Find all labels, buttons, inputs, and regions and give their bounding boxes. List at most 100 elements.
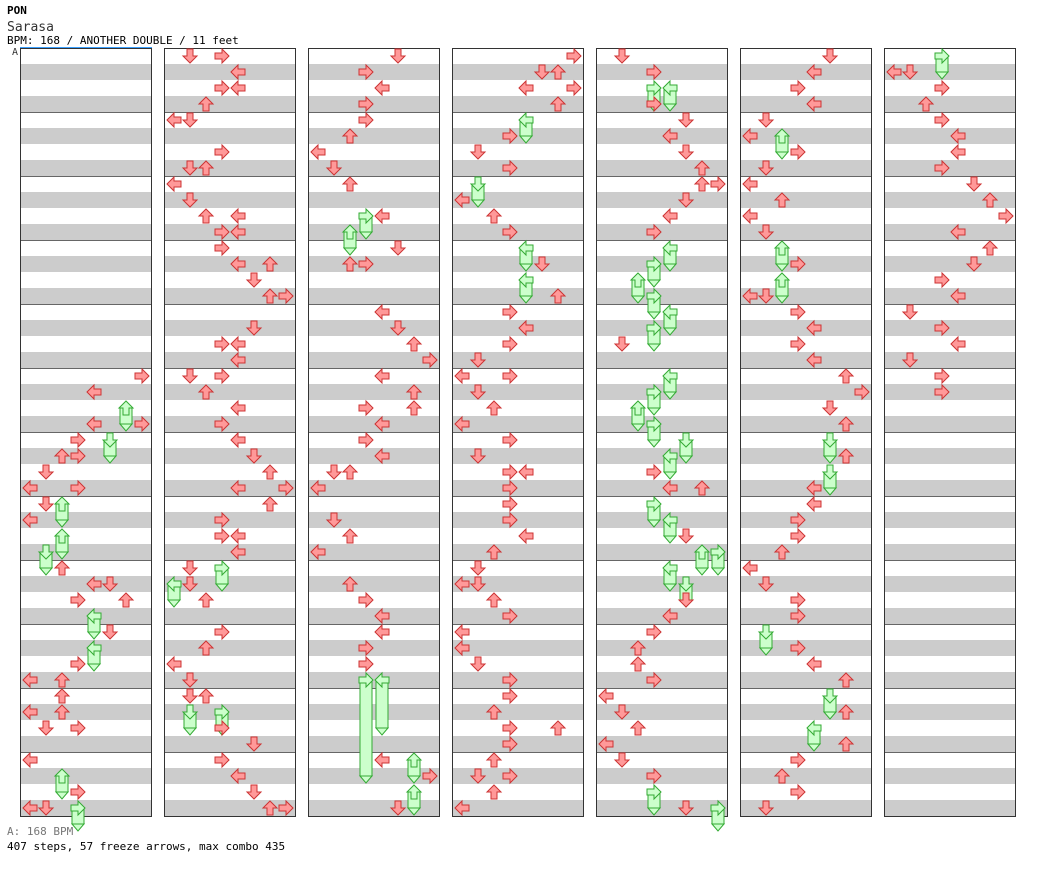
step-arrow: [374, 623, 390, 641]
beat-stripe: [740, 160, 872, 176]
beat-stripe: [452, 480, 584, 496]
beat-stripe: [740, 256, 872, 272]
beat-stripe: [884, 384, 1016, 400]
freeze-arrow-head: [518, 111, 534, 129]
beat-stripe: [308, 672, 440, 688]
freeze-arrow-tail: [406, 807, 422, 816]
step-arrow: [742, 287, 758, 305]
beat-stripe: [308, 288, 440, 304]
step-arrow: [230, 399, 246, 417]
step-arrow: [261, 800, 279, 816]
step-arrow: [22, 799, 38, 817]
step-arrow: [197, 160, 215, 176]
step-arrow: [821, 400, 839, 416]
freeze-arrow-head: [358, 671, 374, 689]
beat-stripe: [20, 608, 152, 624]
step-arrow: [214, 143, 230, 161]
freeze-arrow-head: [374, 671, 390, 689]
step-arrow: [790, 591, 806, 609]
step-arrow: [613, 48, 631, 64]
step-arrow: [230, 431, 246, 449]
step-arrow: [341, 464, 359, 480]
bpm-marker-label: A: [12, 47, 19, 58]
step-arrow: [757, 112, 775, 128]
beat-stripe: [308, 480, 440, 496]
beat-stripe: [740, 544, 872, 560]
freeze-arrow-tail: [342, 247, 358, 256]
step-arrow: [773, 768, 791, 784]
step-arrow: [197, 640, 215, 656]
step-arrow: [341, 528, 359, 544]
step-arrow: [677, 112, 695, 128]
freeze-arrow-head: [693, 544, 711, 560]
step-arrow: [613, 336, 631, 352]
freeze-arrow-tail: [646, 519, 662, 528]
step-arrow: [197, 96, 215, 112]
step-arrow: [181, 160, 199, 176]
step-arrow: [197, 384, 215, 400]
chart-info: BPM: 168 / ANOTHER DOUBLE / 11 feet: [7, 34, 239, 47]
step-arrow: [117, 592, 135, 608]
beat-stripe: [20, 64, 152, 80]
step-arrow: [70, 479, 86, 497]
step-arrow: [502, 367, 518, 385]
step-arrow: [533, 256, 551, 272]
beat-stripe: [884, 512, 1016, 528]
beat-stripe: [452, 448, 584, 464]
beat-stripe: [596, 448, 728, 464]
freeze-arrow-tail: [358, 775, 374, 784]
freeze-arrow-tail: [630, 295, 646, 304]
beat-stripe: [596, 160, 728, 176]
step-arrow: [965, 256, 983, 272]
step-arrow: [485, 784, 503, 800]
beat-stripe: [20, 480, 152, 496]
freeze-arrow-head: [341, 224, 359, 240]
column-frame: [596, 48, 728, 817]
step-arrow: [934, 271, 950, 289]
step-arrow: [677, 192, 695, 208]
beat-stripe: [20, 576, 152, 592]
step-arrow: [646, 671, 662, 689]
step-arrow: [358, 255, 374, 273]
step-arrow: [598, 687, 614, 705]
step-arrow: [358, 111, 374, 129]
step-arrow: [485, 592, 503, 608]
step-arrow: [566, 47, 582, 65]
step-arrow: [662, 127, 678, 145]
freeze-arrow-tail: [86, 631, 102, 640]
step-arrow: [485, 704, 503, 720]
beat-stripe: [884, 224, 1016, 240]
step-arrow: [757, 160, 775, 176]
freeze-arrow-head: [646, 255, 662, 273]
freeze-arrow-tail: [646, 343, 662, 352]
beat-stripe: [308, 128, 440, 144]
step-arrow: [405, 400, 423, 416]
freeze-arrow-head: [166, 575, 182, 593]
step-arrow: [101, 576, 119, 592]
freeze-arrow-tail: [118, 423, 134, 432]
freeze-arrow-tail: [710, 567, 726, 576]
step-arrow: [469, 768, 487, 784]
freeze-arrow-head: [518, 271, 534, 289]
step-arrow: [677, 592, 695, 608]
beat-stripe: [20, 704, 152, 720]
step-arrow: [837, 368, 855, 384]
freeze-arrow-tail: [710, 823, 726, 832]
beat-stripe: [740, 768, 872, 784]
step-arrow: [181, 368, 199, 384]
step-arrow: [181, 576, 199, 592]
step-arrow: [757, 800, 775, 816]
step-arrow: [965, 176, 983, 192]
step-arrow: [454, 639, 470, 657]
beat-stripe: [884, 160, 1016, 176]
freeze-arrow-tail: [774, 151, 790, 160]
step-arrow: [341, 576, 359, 592]
beat-stripe: [308, 704, 440, 720]
beat-stripe: [164, 224, 296, 240]
beat-stripe: [164, 768, 296, 784]
step-arrow: [22, 751, 38, 769]
beat-stripe: [164, 128, 296, 144]
freeze-arrow-tail: [630, 423, 646, 432]
beat-stripe: [308, 736, 440, 752]
step-arrow: [646, 767, 662, 785]
